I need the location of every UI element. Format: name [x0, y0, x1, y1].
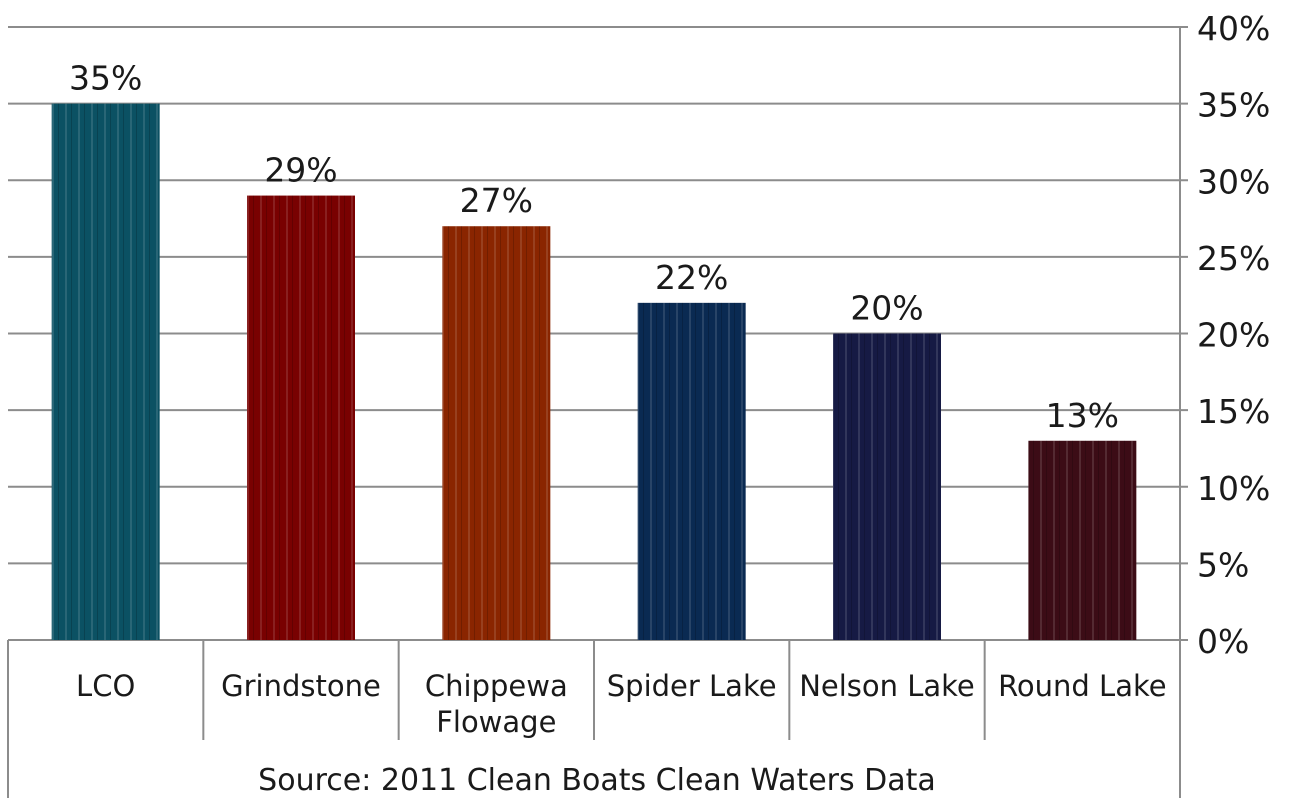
category-label: Spider Lake — [607, 669, 777, 703]
value-label: 22% — [655, 258, 728, 297]
y-tick-label: 40% — [1197, 9, 1270, 48]
bar-texture — [1028, 440, 1137, 640]
value-label: 29% — [264, 151, 337, 190]
y-tick-label: 25% — [1197, 239, 1270, 278]
category-table: LCO Grindstone Chippewa Flowage Spider Lake N… — [7, 640, 1167, 798]
bar-texture — [442, 226, 551, 640]
y-axis-tick-labels: 0% 5% 10% 15% 20% 25% 30% 35% 40% — [1197, 9, 1270, 661]
value-label: 20% — [850, 289, 923, 328]
y-tick-label: 10% — [1197, 469, 1270, 508]
source-note: Source: 2011 Clean Boats Clean Waters Da… — [258, 763, 936, 798]
y-tick-label: 35% — [1197, 86, 1270, 125]
value-labels: 35% 29% 27% 22% 20% 13% — [69, 59, 1119, 435]
bar-texture — [833, 333, 941, 640]
category-label: Round Lake — [998, 669, 1167, 703]
y-tick-label: 15% — [1197, 392, 1270, 431]
value-label: 13% — [1046, 396, 1119, 435]
y-tick-label: 20% — [1197, 316, 1270, 355]
category-label: Chippewa Flowage — [425, 669, 568, 739]
bar-texture — [637, 302, 746, 640]
y-tick-label: 30% — [1197, 162, 1270, 201]
bar-texture — [51, 103, 160, 640]
y-tick-label: 0% — [1197, 622, 1249, 661]
value-label: 27% — [460, 181, 533, 220]
gridlines — [8, 26, 1188, 798]
category-label: Nelson Lake — [799, 669, 975, 703]
category-label: LCO — [76, 669, 135, 703]
value-label: 35% — [69, 59, 142, 98]
bars — [51, 103, 1137, 640]
bar-texture — [247, 195, 355, 640]
category-label: Grindstone — [221, 669, 381, 703]
y-tick-label: 5% — [1197, 545, 1249, 584]
